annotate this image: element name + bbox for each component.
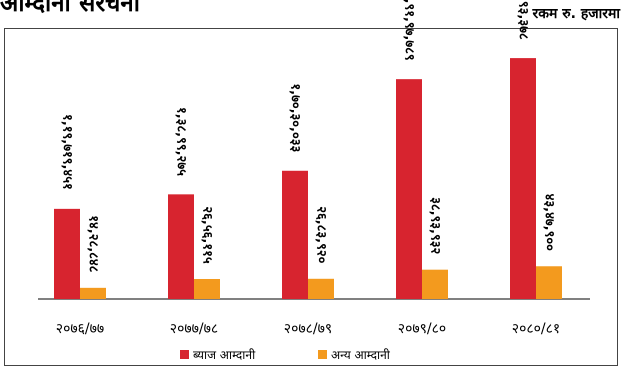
- x-tick-label-1: २०७७/७८: [170, 321, 218, 337]
- bar-other-3: [422, 270, 448, 299]
- x-tick-label-2: २०७८/७९: [284, 321, 332, 337]
- bar-interest-1: [168, 194, 194, 299]
- data-label-other-0: १४,२८,८४८: [86, 215, 101, 272]
- legend: ब्याज आम्दानी अन्य आम्दानी: [180, 348, 391, 362]
- x-tick-label-4: २०८०/८१: [512, 321, 560, 337]
- x-tick-label-3: २०७९/८०: [398, 321, 446, 337]
- bar-interest-0: [54, 209, 80, 299]
- bar-other-0: [80, 288, 106, 299]
- bar-other-1: [194, 279, 220, 299]
- legend-label-interest: ब्याज आम्दानी: [193, 348, 256, 362]
- data-label-interest-1: १,३८,९९,२७५: [174, 107, 189, 176]
- data-label-other-4: ४३,४७,९००: [542, 194, 557, 251]
- data-label-other-3: ३८,९३,९३२: [428, 197, 443, 254]
- data-label-interest-2: १,७०,३०,०३३: [288, 83, 303, 152]
- bar-other-4: [536, 266, 562, 299]
- data-label-other-2: २६,८३,९२०: [314, 206, 329, 263]
- bar-interest-3: [396, 79, 422, 299]
- legend-label-other: अन्य आम्दानी: [331, 348, 391, 362]
- legend-swatch-interest: [180, 350, 189, 359]
- data-label-interest-4: ३,१९,९३,३७८: [516, 0, 531, 40]
- bar-other-2: [308, 279, 334, 299]
- data-label-interest-3: २,९१,९७,७८९: [402, 0, 417, 61]
- bar-interest-4: [510, 58, 536, 299]
- bar-interest-2: [282, 171, 308, 299]
- legend-swatch-other: [318, 350, 327, 359]
- data-label-interest-0: १,१९,७१९,४५१: [60, 114, 75, 190]
- data-label-other-1: २६,५६,११५: [200, 206, 215, 263]
- x-tick-label-0: २०७६/७७: [56, 321, 104, 337]
